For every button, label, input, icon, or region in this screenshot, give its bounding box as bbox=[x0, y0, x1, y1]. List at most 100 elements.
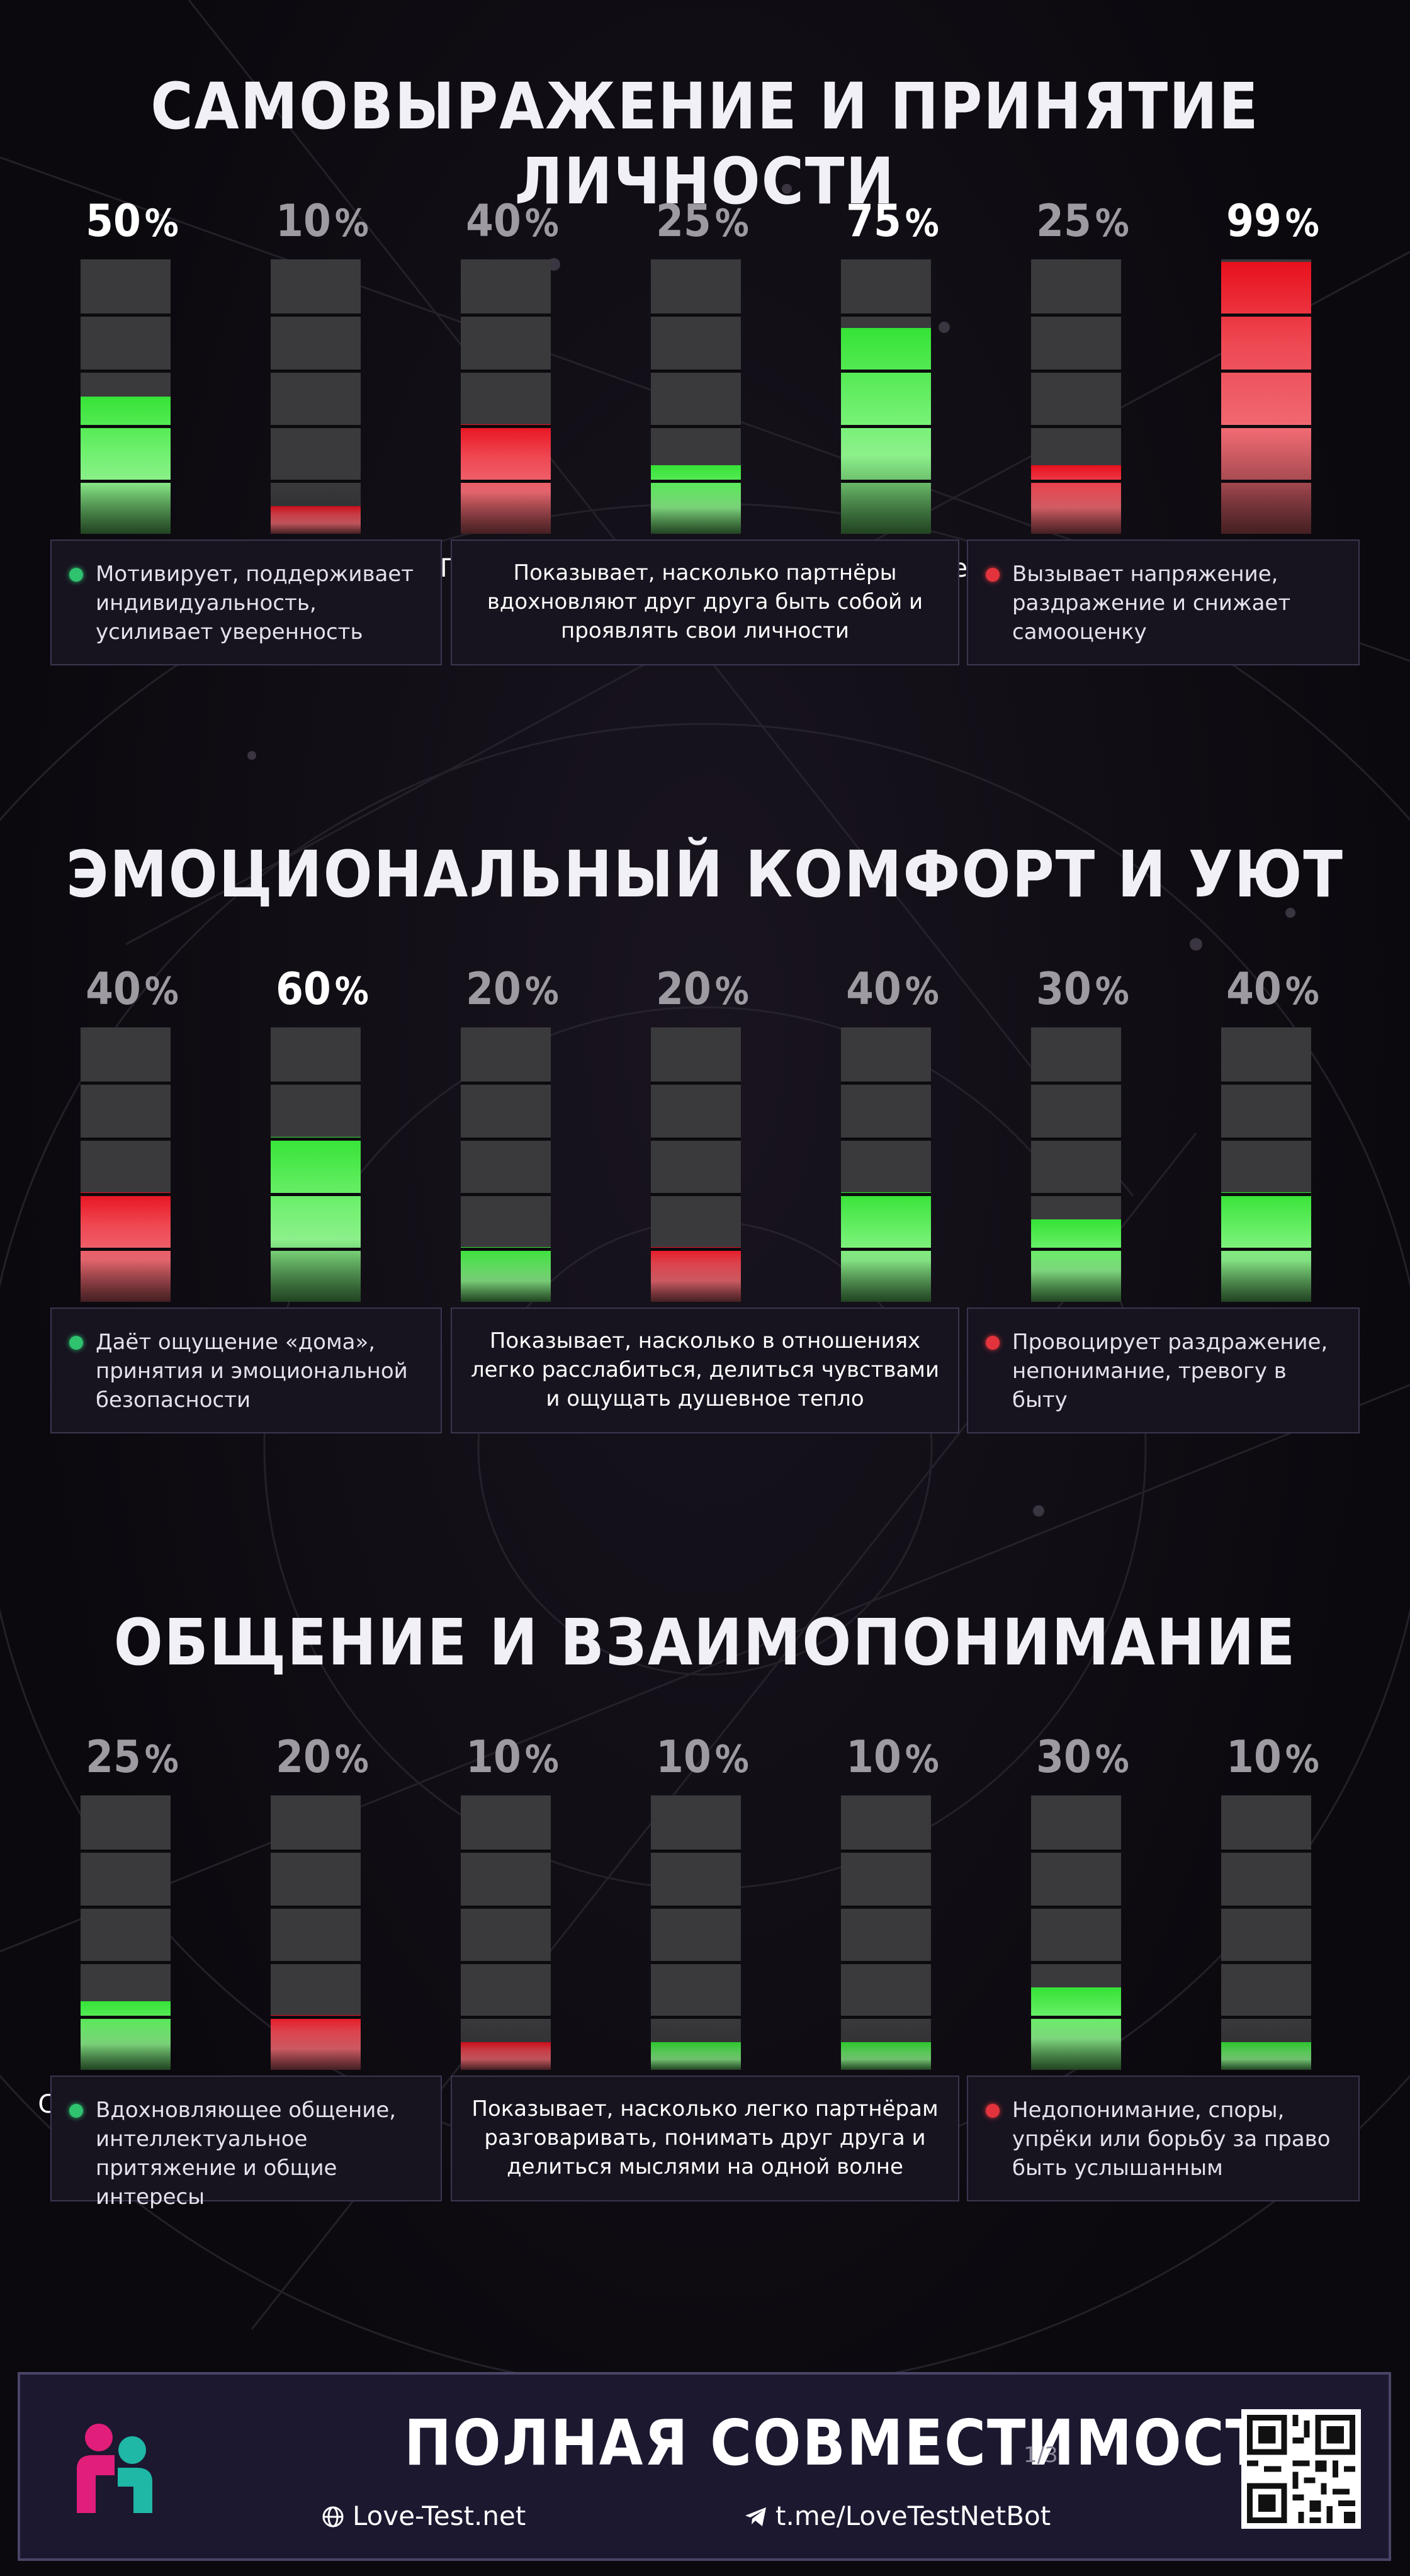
metric-bar bbox=[841, 259, 931, 534]
bar-segment-divider bbox=[461, 1193, 551, 1196]
metric-percent-value: 40 bbox=[466, 195, 521, 247]
metric-percent-value: 25 bbox=[1036, 195, 1091, 247]
bar-shade bbox=[271, 2014, 361, 2070]
bar-segment-divider bbox=[81, 1961, 171, 1964]
bar-shade bbox=[1031, 478, 1121, 534]
bar-segment-divider bbox=[271, 370, 361, 373]
bar-segment-divider bbox=[271, 314, 361, 317]
bar-shade bbox=[81, 2014, 171, 2070]
bar-segment-divider bbox=[461, 2016, 551, 2019]
section-communication: Общение и взаимопонимание 25%Синхронност… bbox=[0, 1605, 1410, 2304]
metric-bar bbox=[1221, 1027, 1311, 1302]
metric-percent-value: 60 bbox=[276, 963, 331, 1015]
bar-segment-divider bbox=[271, 1193, 361, 1196]
metric-percent-value: 20 bbox=[466, 963, 521, 1015]
metric-bar bbox=[651, 1795, 741, 2070]
box-text: Недопонимание, споры, упрёки или борьбу … bbox=[1012, 2098, 1331, 2181]
site-link-text: Love-Test.net bbox=[352, 2500, 526, 2531]
metric-bar-fill bbox=[841, 328, 931, 534]
metric-bar-fill bbox=[81, 2001, 171, 2070]
metric-bar-fill bbox=[271, 1137, 361, 1302]
metric-percent-value: 40 bbox=[1226, 963, 1282, 1015]
site-link[interactable]: Love-Test.net bbox=[321, 2500, 526, 2531]
footer-banner: Полная совместимость 1/3 Love-Test.net t… bbox=[18, 2372, 1391, 2561]
description-box: Показывает, насколько партнёры вдохновля… bbox=[451, 539, 959, 665]
box-text: Показывает, насколько партнёры вдохновля… bbox=[487, 560, 923, 643]
metric-percent: 10% bbox=[228, 195, 417, 247]
bar-segment-divider bbox=[651, 1082, 741, 1085]
telegram-link[interactable]: t.me/LoveTestNetBot bbox=[744, 2500, 1051, 2531]
positive-effect-box: Даёт ощущение «дома», принятия и эмоцион… bbox=[50, 1308, 442, 1433]
bar-segment-divider bbox=[461, 1961, 551, 1964]
metric-bar-fill bbox=[1031, 1987, 1121, 2070]
bar-segment-divider bbox=[461, 1850, 551, 1853]
bar-segment-divider bbox=[81, 1193, 171, 1196]
metric-bar-fill bbox=[271, 506, 361, 534]
metric-percent-value: 30 bbox=[1036, 963, 1091, 1015]
bar-segment-divider bbox=[1031, 1248, 1121, 1251]
bar-segment-divider bbox=[1031, 1193, 1121, 1196]
metric-percent: 10% bbox=[798, 1731, 987, 1783]
bar-shade bbox=[651, 2014, 741, 2070]
metric-bar-fill bbox=[461, 1246, 551, 1302]
percent-sign: % bbox=[144, 201, 179, 246]
metric-percent: 20% bbox=[228, 1731, 417, 1783]
metric-percent: 50% bbox=[38, 195, 227, 247]
bar-segment-divider bbox=[841, 1138, 931, 1141]
bar-segment-divider bbox=[271, 425, 361, 428]
metric-percent: 40% bbox=[418, 195, 607, 247]
negative-effect-box: Вызывает напряжение, раздражение и снижа… bbox=[967, 539, 1360, 665]
bar-shade bbox=[651, 1246, 741, 1302]
bar-segment-divider bbox=[81, 1906, 171, 1909]
positive-dot-icon bbox=[69, 1336, 83, 1350]
metric-bar-fill bbox=[461, 2042, 551, 2070]
percent-sign: % bbox=[524, 1737, 559, 1782]
metric-bar bbox=[651, 259, 741, 534]
description-box: Показывает, насколько в отношениях легко… bbox=[451, 1308, 959, 1433]
bar-segment-divider bbox=[461, 1906, 551, 1909]
bar-segment-divider bbox=[81, 1248, 171, 1251]
metric-percent-value: 40 bbox=[846, 963, 901, 1015]
metric-percent: 20% bbox=[418, 963, 607, 1015]
metric-bar bbox=[651, 1027, 741, 1302]
metric-percent-value: 99 bbox=[1226, 195, 1282, 247]
metric-bar-fill bbox=[841, 1192, 931, 1302]
negative-dot-icon bbox=[986, 568, 1000, 582]
bar-shade bbox=[841, 1246, 931, 1302]
qr-code[interactable] bbox=[1241, 2409, 1361, 2529]
metric-percent-value: 25 bbox=[656, 195, 711, 247]
box-text: Мотивирует, поддерживает индивидуальност… bbox=[96, 562, 414, 645]
bar-segment-divider bbox=[271, 480, 361, 483]
bar-segment-divider bbox=[1221, 1906, 1311, 1909]
metric-bar-fill bbox=[271, 2014, 361, 2070]
section-title: Самовыражение и принятие личности bbox=[150, 69, 1260, 219]
positive-effect-box: Мотивирует, поддерживает индивидуальност… bbox=[50, 539, 442, 665]
box-text: Показывает, насколько в отношениях легко… bbox=[470, 1328, 940, 1411]
metric-percent: 30% bbox=[988, 1731, 1177, 1783]
metric-bar-fill bbox=[651, 2042, 741, 2070]
metric-percent-value: 10 bbox=[656, 1731, 711, 1783]
metric-percent-value: 50 bbox=[86, 195, 141, 247]
negative-effect-box: Недопонимание, споры, упрёки или борьбу … bbox=[967, 2076, 1360, 2201]
metric-bar bbox=[461, 1027, 551, 1302]
bar-segment-divider bbox=[81, 1850, 171, 1853]
bar-segment-divider bbox=[271, 1850, 361, 1853]
bar-segment-divider bbox=[81, 314, 171, 317]
metric-bar bbox=[271, 1027, 361, 1302]
metric-bar-fill bbox=[651, 1246, 741, 1302]
positive-dot-icon bbox=[69, 2104, 83, 2118]
percent-sign: % bbox=[1095, 1737, 1129, 1782]
bar-segment-divider bbox=[271, 1082, 361, 1085]
bar-segment-divider bbox=[1031, 480, 1121, 483]
metric-bar-fill bbox=[1031, 1219, 1121, 1302]
bar-segment-divider bbox=[1031, 370, 1121, 373]
bar-shade bbox=[1031, 1246, 1121, 1302]
love-test-logo bbox=[77, 2424, 152, 2513]
metric-percent-value: 10 bbox=[1226, 1731, 1282, 1783]
metric-bar-fill bbox=[461, 424, 551, 534]
bar-segment-divider bbox=[271, 1138, 361, 1141]
bar-segment-divider bbox=[841, 1906, 931, 1909]
metric-bar bbox=[81, 1027, 171, 1302]
telegram-icon bbox=[745, 2507, 766, 2526]
metric-bar bbox=[1031, 1795, 1121, 2070]
